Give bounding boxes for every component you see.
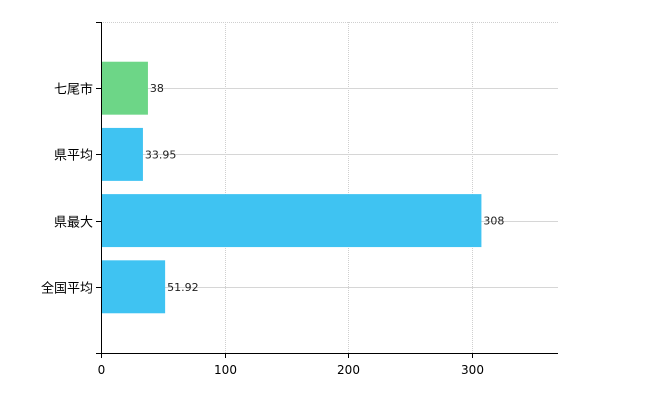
data-label-0: 38 — [150, 82, 164, 95]
category-label-1: 県平均 — [54, 149, 93, 164]
axis-layer — [96, 22, 558, 358]
category-label-2: 県最大 — [54, 216, 93, 231]
bar-3 — [102, 260, 166, 314]
bar-layer — [102, 61, 482, 314]
x-tick-label-2: 200 — [337, 363, 360, 377]
bar-2 — [102, 194, 482, 248]
bar-1 — [102, 127, 143, 181]
category-label-3: 全国平均 — [41, 281, 93, 297]
grid-layer — [101, 22, 558, 353]
x-tick-label-1: 100 — [214, 363, 237, 377]
bar-0 — [102, 61, 148, 115]
x-tick-label-0: 0 — [98, 363, 106, 377]
data-label-1: 33.95 — [145, 148, 177, 161]
category-label-0: 七尾市 — [54, 82, 93, 98]
x-tick-label-3: 300 — [461, 363, 484, 377]
data-label-2: 308 — [483, 215, 504, 228]
data-label-3: 51.92 — [167, 281, 199, 294]
